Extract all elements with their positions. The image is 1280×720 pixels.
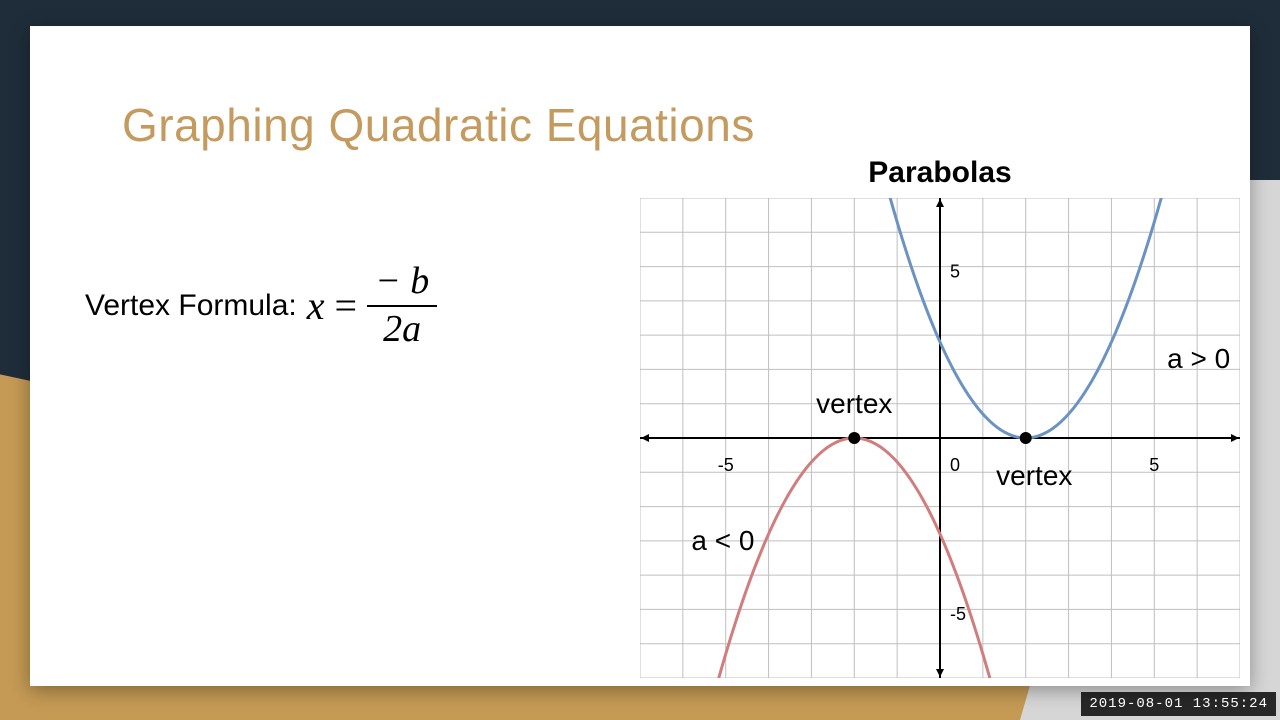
svg-text:-5: -5 — [718, 455, 734, 475]
formula-math: x = − b 2a — [307, 261, 437, 351]
formula-numerator: − b — [367, 261, 437, 303]
svg-text:5: 5 — [950, 261, 960, 281]
parabola-chart-area: Parabolas -5 5 -5 5 0 a > 0 vertex a < 0 vertex — [630, 156, 1250, 686]
vertex-formula: Vertex Formula: x = − b 2a — [85, 261, 437, 351]
svg-text:-5: -5 — [950, 604, 966, 624]
chart-title: Parabolas — [630, 156, 1250, 190]
chart-label: a < 0 — [691, 525, 754, 557]
svg-text:5: 5 — [1149, 455, 1159, 475]
chart-label: a > 0 — [1167, 343, 1230, 375]
formula-fraction: − b 2a — [367, 261, 437, 351]
formula-lhs: x — [307, 282, 325, 329]
chart-label: vertex — [996, 460, 1072, 492]
chart-label: vertex — [816, 388, 892, 420]
fraction-bar — [367, 305, 437, 307]
formula-label: Vertex Formula: — [85, 289, 297, 323]
formula-denominator: 2a — [375, 309, 429, 351]
slide-title: Graphing Quadratic Equations — [122, 98, 755, 152]
slide-card: Graphing Quadratic Equations Vertex Form… — [30, 26, 1250, 686]
svg-text:0: 0 — [950, 455, 960, 475]
formula-equals: = — [335, 282, 358, 329]
timestamp-overlay: 2019-08-01 13:55:24 — [1081, 692, 1276, 716]
plot-svg: -5 5 -5 5 0 — [640, 198, 1240, 678]
parabola-plot: -5 5 -5 5 0 a > 0 vertex a < 0 vertex — [640, 198, 1240, 678]
